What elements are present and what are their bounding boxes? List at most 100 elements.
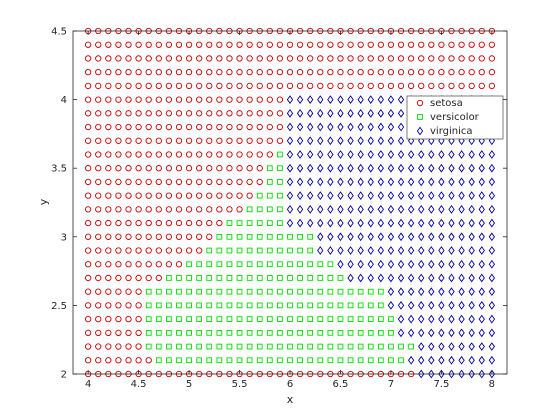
point-virginica xyxy=(357,246,364,255)
point-virginica xyxy=(448,177,455,187)
point-versicolor xyxy=(317,357,324,364)
point-setosa xyxy=(488,82,496,90)
point-versicolor xyxy=(236,220,243,226)
point-setosa xyxy=(256,110,263,117)
point-setosa xyxy=(105,247,112,254)
legend-label-setosa: setosa xyxy=(430,98,463,109)
point-setosa xyxy=(478,69,485,76)
x-axis-label: x xyxy=(287,393,294,406)
point-setosa xyxy=(145,41,152,48)
point-virginica xyxy=(357,136,364,146)
point-virginica xyxy=(367,232,374,242)
point-setosa xyxy=(296,69,304,76)
point-virginica xyxy=(296,177,304,187)
point-virginica xyxy=(488,273,496,283)
point-setosa xyxy=(155,123,162,131)
point-virginica xyxy=(337,95,344,104)
point-setosa xyxy=(175,69,183,76)
point-setosa xyxy=(367,41,374,48)
point-setosa xyxy=(216,110,223,117)
point-virginica xyxy=(327,95,334,104)
point-versicolor xyxy=(297,288,303,295)
point-versicolor xyxy=(145,343,152,350)
point-versicolor xyxy=(337,288,344,295)
point-setosa xyxy=(84,357,92,364)
point-setosa xyxy=(84,343,92,350)
point-virginica xyxy=(317,122,324,132)
data-markers xyxy=(84,27,496,379)
point-setosa xyxy=(246,165,253,172)
point-setosa xyxy=(397,55,405,62)
point-setosa xyxy=(95,247,102,254)
point-setosa xyxy=(276,96,284,103)
point-setosa xyxy=(155,110,162,117)
point-setosa xyxy=(216,192,223,199)
point-setosa xyxy=(105,41,112,48)
point-virginica xyxy=(428,204,435,214)
point-virginica xyxy=(438,177,445,187)
point-virginica xyxy=(296,150,304,159)
point-versicolor xyxy=(307,316,314,322)
point-setosa xyxy=(206,123,213,131)
point-virginica xyxy=(428,301,435,310)
point-setosa xyxy=(185,165,193,172)
point-setosa xyxy=(185,110,193,117)
point-virginica xyxy=(468,204,475,214)
point-setosa xyxy=(236,82,243,90)
point-setosa xyxy=(115,315,122,323)
point-setosa xyxy=(105,69,112,76)
point-versicolor xyxy=(216,316,223,322)
point-virginica xyxy=(407,136,415,146)
point-versicolor xyxy=(216,343,223,350)
point-versicolor xyxy=(297,316,303,322)
point-setosa xyxy=(226,192,233,199)
point-setosa xyxy=(165,233,173,240)
point-setosa xyxy=(246,151,253,158)
point-setosa xyxy=(377,41,384,48)
point-versicolor xyxy=(307,288,314,295)
point-versicolor xyxy=(287,329,293,336)
point-setosa xyxy=(105,165,112,172)
point-setosa xyxy=(115,357,122,364)
point-virginica xyxy=(317,204,324,214)
point-setosa xyxy=(115,302,122,309)
point-virginica xyxy=(468,314,475,324)
point-setosa xyxy=(105,357,112,364)
point-virginica xyxy=(478,314,485,324)
point-setosa xyxy=(165,123,173,131)
point-setosa xyxy=(105,315,112,323)
point-setosa xyxy=(246,96,253,103)
point-setosa xyxy=(155,137,162,144)
point-versicolor xyxy=(246,357,253,364)
point-setosa xyxy=(84,151,92,158)
point-virginica xyxy=(377,177,384,187)
point-setosa xyxy=(196,41,203,48)
point-versicolor xyxy=(377,329,384,336)
point-versicolor xyxy=(216,329,223,336)
point-virginica xyxy=(397,287,405,297)
point-setosa xyxy=(226,178,233,186)
point-virginica xyxy=(296,163,304,173)
point-versicolor xyxy=(327,288,334,295)
point-setosa xyxy=(226,165,233,172)
point-versicolor xyxy=(266,329,273,336)
point-virginica xyxy=(468,273,475,283)
point-versicolor xyxy=(256,316,263,322)
point-setosa xyxy=(125,206,132,213)
point-virginica xyxy=(387,136,395,146)
point-versicolor xyxy=(226,302,233,309)
point-virginica xyxy=(357,150,364,159)
point-setosa xyxy=(206,110,213,117)
point-virginica xyxy=(458,218,465,228)
point-versicolor xyxy=(206,343,213,350)
point-setosa xyxy=(95,329,102,336)
point-setosa xyxy=(125,55,132,62)
point-versicolor xyxy=(287,302,293,309)
point-setosa xyxy=(196,137,203,144)
point-setosa xyxy=(488,69,496,76)
point-virginica xyxy=(387,246,395,255)
point-setosa xyxy=(206,192,213,199)
point-virginica xyxy=(397,301,405,310)
point-virginica xyxy=(387,287,395,297)
point-setosa xyxy=(135,110,142,117)
